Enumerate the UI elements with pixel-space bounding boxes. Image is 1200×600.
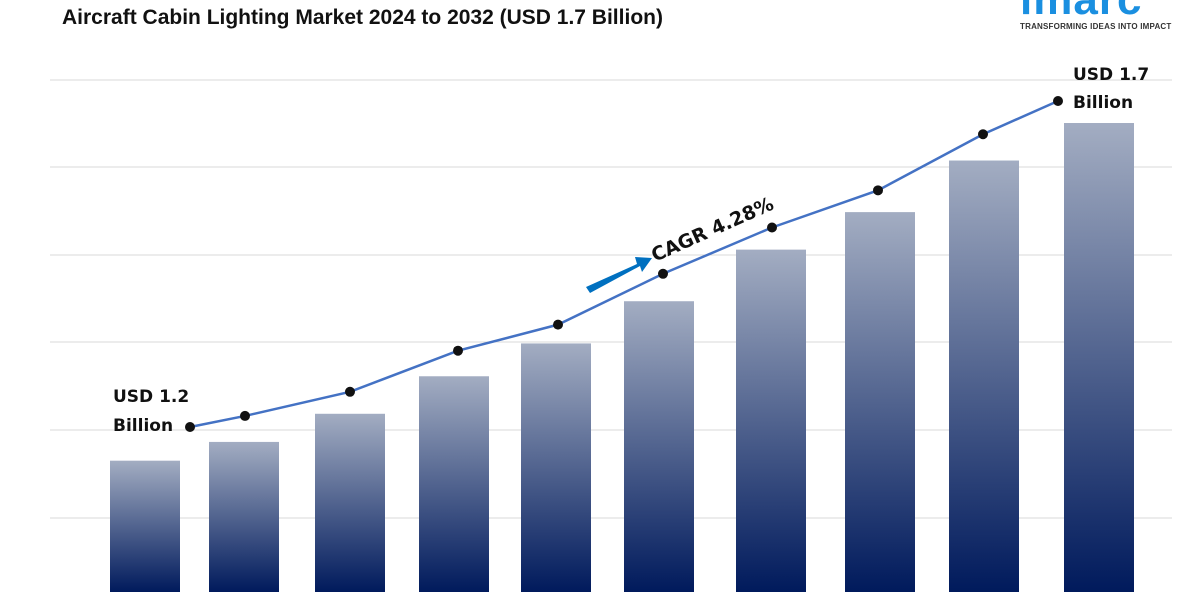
start-label-line2: Billion [113, 416, 173, 436]
end-label-line1: USD 1.7 [1073, 65, 1149, 85]
bar [949, 160, 1019, 592]
chart-title: Aircraft Cabin Lighting Market 2024 to 2… [62, 6, 663, 29]
data-point [185, 422, 195, 432]
logo-word: imarc [1020, 0, 1195, 22]
start-label-line1: USD 1.2 [113, 387, 189, 407]
data-point [240, 410, 250, 421]
data-point [1053, 96, 1063, 106]
bar [624, 301, 694, 592]
bar [736, 249, 806, 592]
data-point [553, 319, 563, 330]
data-point [658, 268, 668, 279]
bar [1064, 123, 1134, 592]
imarc-logo: imarc TRANSFORMING IDEAS INTO IMPACT [1020, 0, 1195, 31]
bar [419, 376, 489, 592]
bar [209, 441, 279, 592]
bar [521, 343, 591, 592]
end-label-line2: Billion [1073, 93, 1133, 113]
data-point [345, 386, 355, 397]
data-point [767, 222, 777, 233]
data-point [453, 345, 463, 356]
logo-tagline: TRANSFORMING IDEAS INTO IMPACT [1020, 22, 1172, 31]
bar [845, 212, 915, 593]
bar [110, 460, 180, 592]
trend-line [189, 99, 1059, 429]
data-point [873, 185, 883, 196]
cagr-arrow-icon [586, 257, 652, 293]
data-point [978, 129, 988, 140]
bar [315, 413, 385, 592]
